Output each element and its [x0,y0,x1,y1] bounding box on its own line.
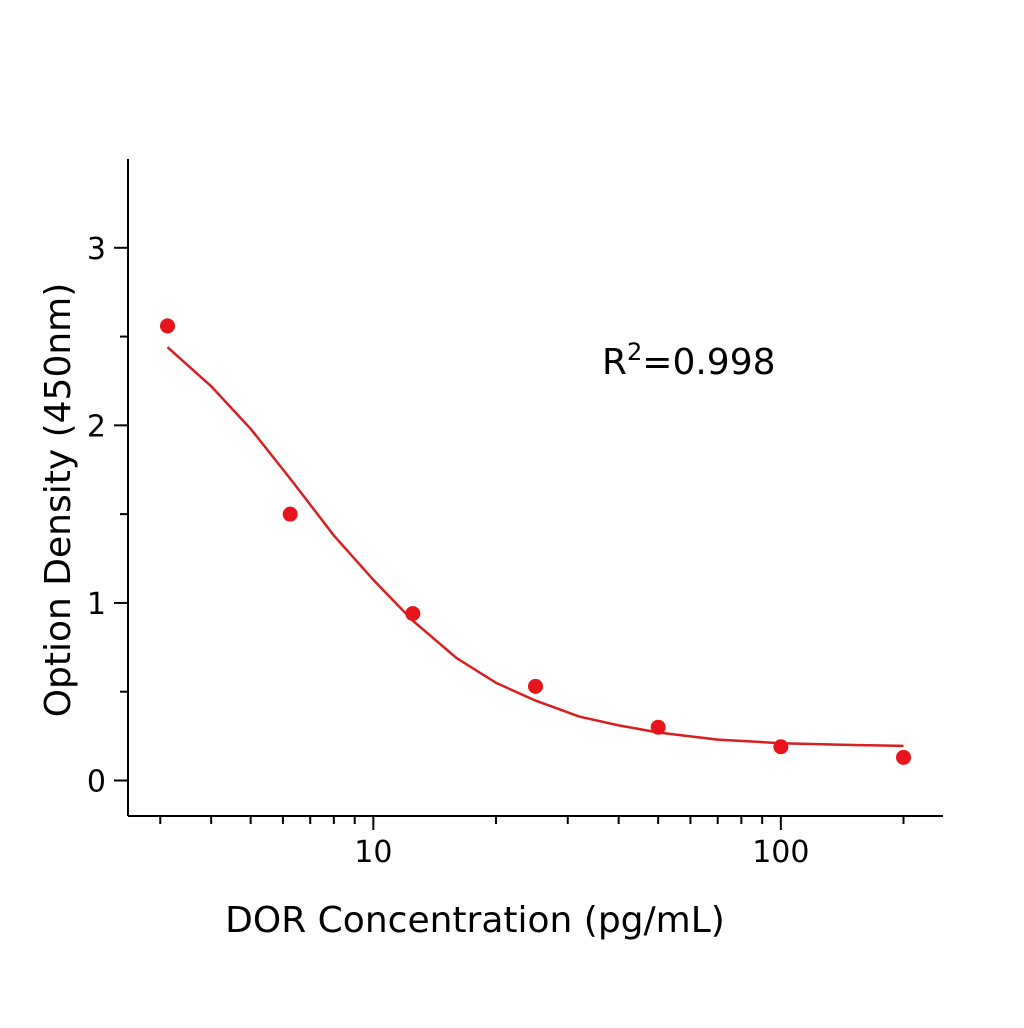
data-point [896,749,912,765]
data-point [773,739,789,755]
data-point [405,606,421,622]
y-tick-label: 0 [87,764,106,799]
y-tick-label: 3 [87,232,106,267]
data-point [650,719,666,735]
data-point [159,318,175,334]
annotation-base: R [602,342,627,383]
annotation-sup: 2 [627,338,642,366]
x-tick-label: 100 [752,835,809,870]
x-tick-label: 10 [354,835,392,870]
y-tick-label: 1 [87,587,106,622]
fit-curve [166,346,904,748]
annotation-rest: =0.998 [642,342,775,383]
annotation: R2=0.998 [602,338,776,383]
x-axis-label: DOR Concentration (pg/mL) [225,900,725,941]
y-axis-label: Option Density (450nm) [38,283,79,718]
data-point [528,678,543,694]
y-tick-label: 2 [87,409,106,444]
data-point [282,506,298,522]
